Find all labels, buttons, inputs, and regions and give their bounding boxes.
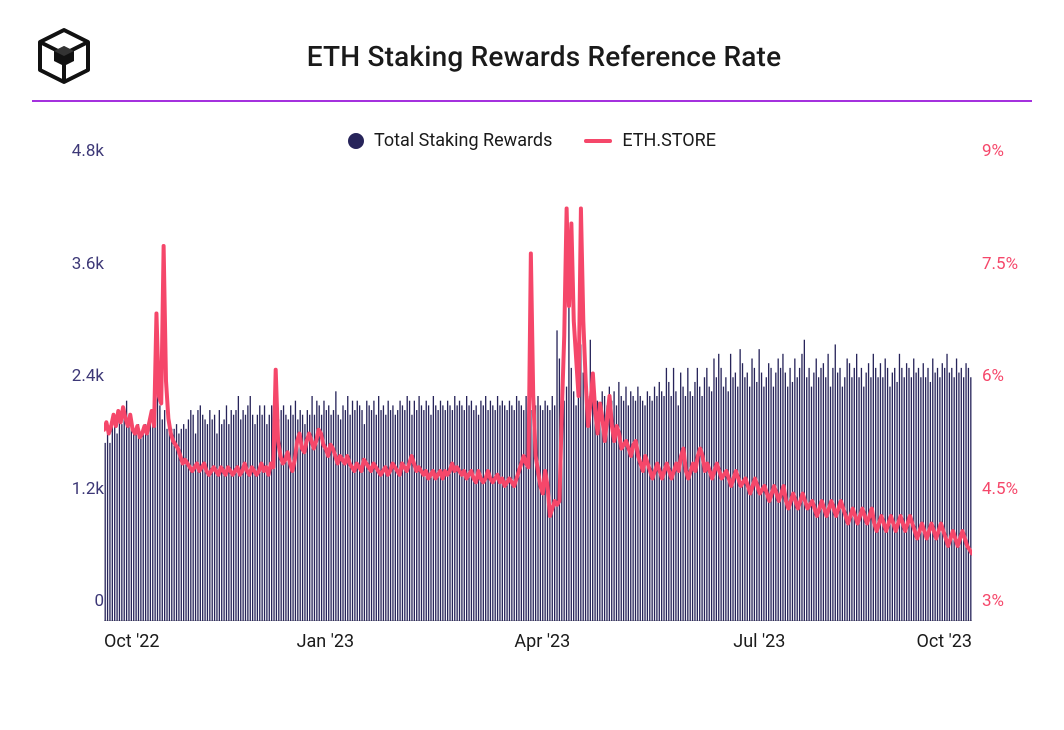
y-axis-right: 3%4.5%6%7.5%9% bbox=[972, 171, 1032, 621]
x-tick: Jul '23 bbox=[733, 631, 785, 652]
circle-icon bbox=[348, 133, 364, 149]
x-axis: Oct '22 Jan '23 Apr '23 Jul '23 Oct '23 bbox=[104, 621, 972, 671]
y-left-tick: 3.6k bbox=[32, 254, 104, 274]
brand-logo-icon bbox=[32, 24, 96, 88]
x-tick: Oct '23 bbox=[916, 631, 972, 652]
y-right-tick: 3% bbox=[982, 591, 1042, 611]
line-icon bbox=[584, 139, 612, 143]
y-left-tick: 1.2k bbox=[32, 479, 104, 499]
x-tick: Jan '23 bbox=[297, 631, 355, 652]
legend-bar-label: Total Staking Rewards bbox=[374, 130, 552, 151]
page-title: ETH Staking Rewards Reference Rate bbox=[120, 40, 1032, 73]
x-tick: Oct '22 bbox=[104, 631, 160, 652]
header: ETH Staking Rewards Reference Rate bbox=[0, 0, 1064, 100]
y-left-tick: 2.4k bbox=[32, 366, 104, 386]
y-left-tick: 0 bbox=[32, 591, 104, 611]
x-tick: Apr '23 bbox=[514, 631, 570, 652]
y-right-tick: 6% bbox=[982, 366, 1042, 386]
y-axis-left: 01.2k2.4k3.6k4.8k bbox=[32, 171, 104, 621]
legend-item-line: ETH.STORE bbox=[584, 130, 716, 151]
chart-card: ETH Staking Rewards Reference Rate Total… bbox=[0, 0, 1064, 730]
legend-item-bars: Total Staking Rewards bbox=[348, 130, 552, 151]
y-left-tick: 4.8k bbox=[32, 141, 104, 161]
legend: Total Staking Rewards ETH.STORE bbox=[0, 102, 1064, 163]
y-right-tick: 4.5% bbox=[982, 479, 1042, 499]
legend-line-label: ETH.STORE bbox=[622, 130, 716, 151]
chart-area: 01.2k2.4k3.6k4.8k 3%4.5%6%7.5%9% Oct '22… bbox=[32, 171, 1032, 671]
plot-area bbox=[104, 171, 972, 621]
y-right-tick: 9% bbox=[982, 141, 1042, 161]
y-right-tick: 7.5% bbox=[982, 254, 1042, 274]
